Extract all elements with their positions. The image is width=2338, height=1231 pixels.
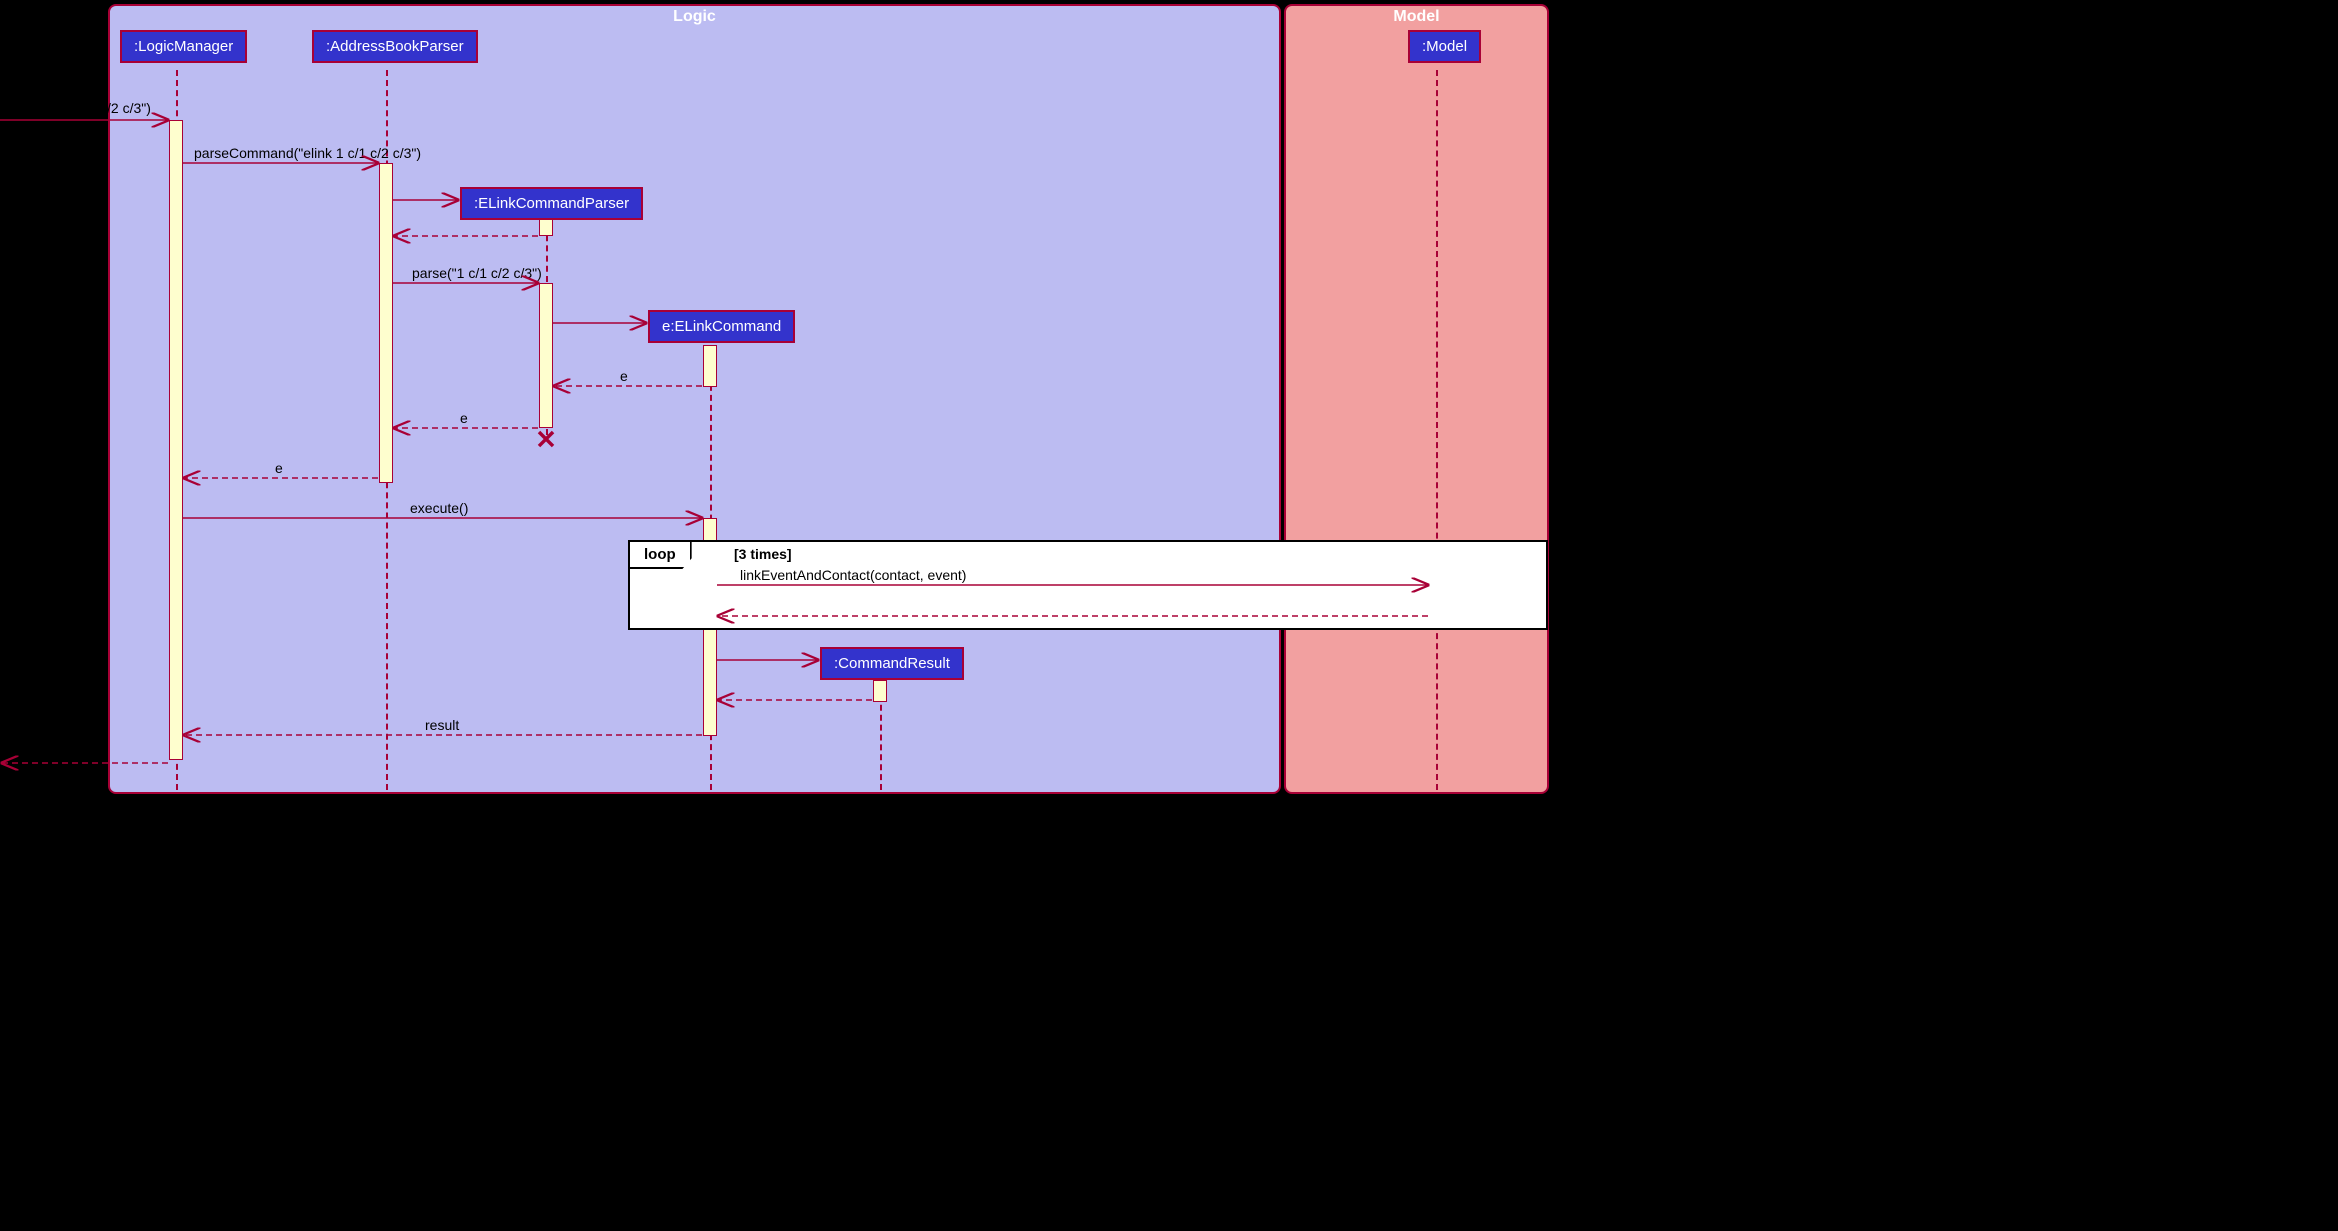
loop-fragment: loop [3 times]: [628, 540, 1548, 630]
participant-label: :ELinkCommandParser: [474, 195, 629, 212]
activation-ecp2: [539, 283, 553, 428]
msg-label-1: parseCommand("elink 1 c/1 c/2 c/3"): [194, 145, 421, 161]
lifeline-model: [1436, 70, 1438, 790]
loop-operator: loop: [630, 542, 692, 569]
loop-guard: [3 times]: [734, 546, 792, 562]
msg-label-0: c/2 c/3"): [100, 100, 151, 116]
participant-addressbookparser: :AddressBookParser: [312, 30, 478, 63]
msg-label-7: e: [460, 410, 468, 426]
sequence-diagram: Logic Model loop [3 times] :LogicManager…: [0, 0, 1560, 821]
participant-label: :AddressBookParser: [326, 38, 464, 55]
participant-label: :LogicManager: [134, 38, 233, 55]
package-model-title: Model: [1393, 8, 1439, 26]
participant-label: e:ELinkCommand: [662, 318, 781, 335]
msg-label-6: e: [620, 368, 628, 384]
destroy-icon: ✕: [535, 425, 557, 456]
package-model: Model: [1284, 4, 1549, 794]
package-logic-title: Logic: [673, 8, 716, 26]
msg-label-14: result: [425, 717, 459, 733]
msg-label-4: parse("1 c/1 c/2 c/3"): [412, 265, 542, 281]
msg-label-9: execute(): [410, 500, 468, 516]
participant-label: :CommandResult: [834, 655, 950, 672]
msg-label-10: linkEventAndContact(contact, event): [740, 567, 966, 583]
participant-label: :Model: [1422, 38, 1467, 55]
participant-elinkcommandparser: :ELinkCommandParser: [460, 187, 643, 220]
activation-lm: [169, 120, 183, 760]
activation-ec1: [703, 345, 717, 387]
activation-cr: [873, 680, 887, 702]
participant-commandresult: :CommandResult: [820, 647, 964, 680]
package-logic: Logic: [108, 4, 1281, 794]
participant-elinkcommand: e:ELinkCommand: [648, 310, 795, 343]
participant-model: :Model: [1408, 30, 1481, 63]
activation-abp: [379, 163, 393, 483]
participant-logicmanager: :LogicManager: [120, 30, 247, 63]
msg-label-8: e: [275, 460, 283, 476]
